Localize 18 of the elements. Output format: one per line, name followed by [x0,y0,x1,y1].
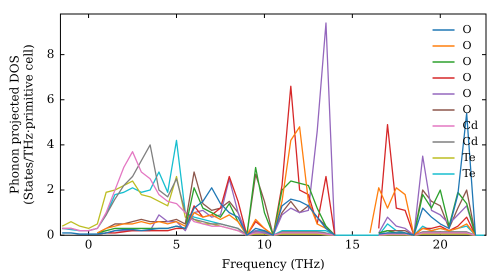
y-tick-label: 0 [46,227,54,242]
x-tick-label: 5 [172,238,180,252]
y-tick-label: 8 [46,46,54,61]
y-axis-title: Phonon projected DOS (States/THz·primitive cell) [7,44,36,205]
legend-label: O [462,102,472,116]
x-tick-label: 10 [256,238,272,252]
legend-label: O [462,22,472,36]
legend-label: O [462,70,472,84]
legend-label: O [462,38,472,52]
x-tick-label: 0 [84,238,92,252]
legend-label: O [462,86,472,100]
y-tick-label: 4 [46,137,55,152]
y-tick-label: 6 [46,92,54,106]
y-tick-label: 2 [46,182,54,196]
x-tick-label: 20 [432,238,448,252]
x-tick-label: 15 [344,238,360,252]
x-axis-title: Frequency (THz) [222,256,325,271]
legend-label: O [462,54,472,68]
